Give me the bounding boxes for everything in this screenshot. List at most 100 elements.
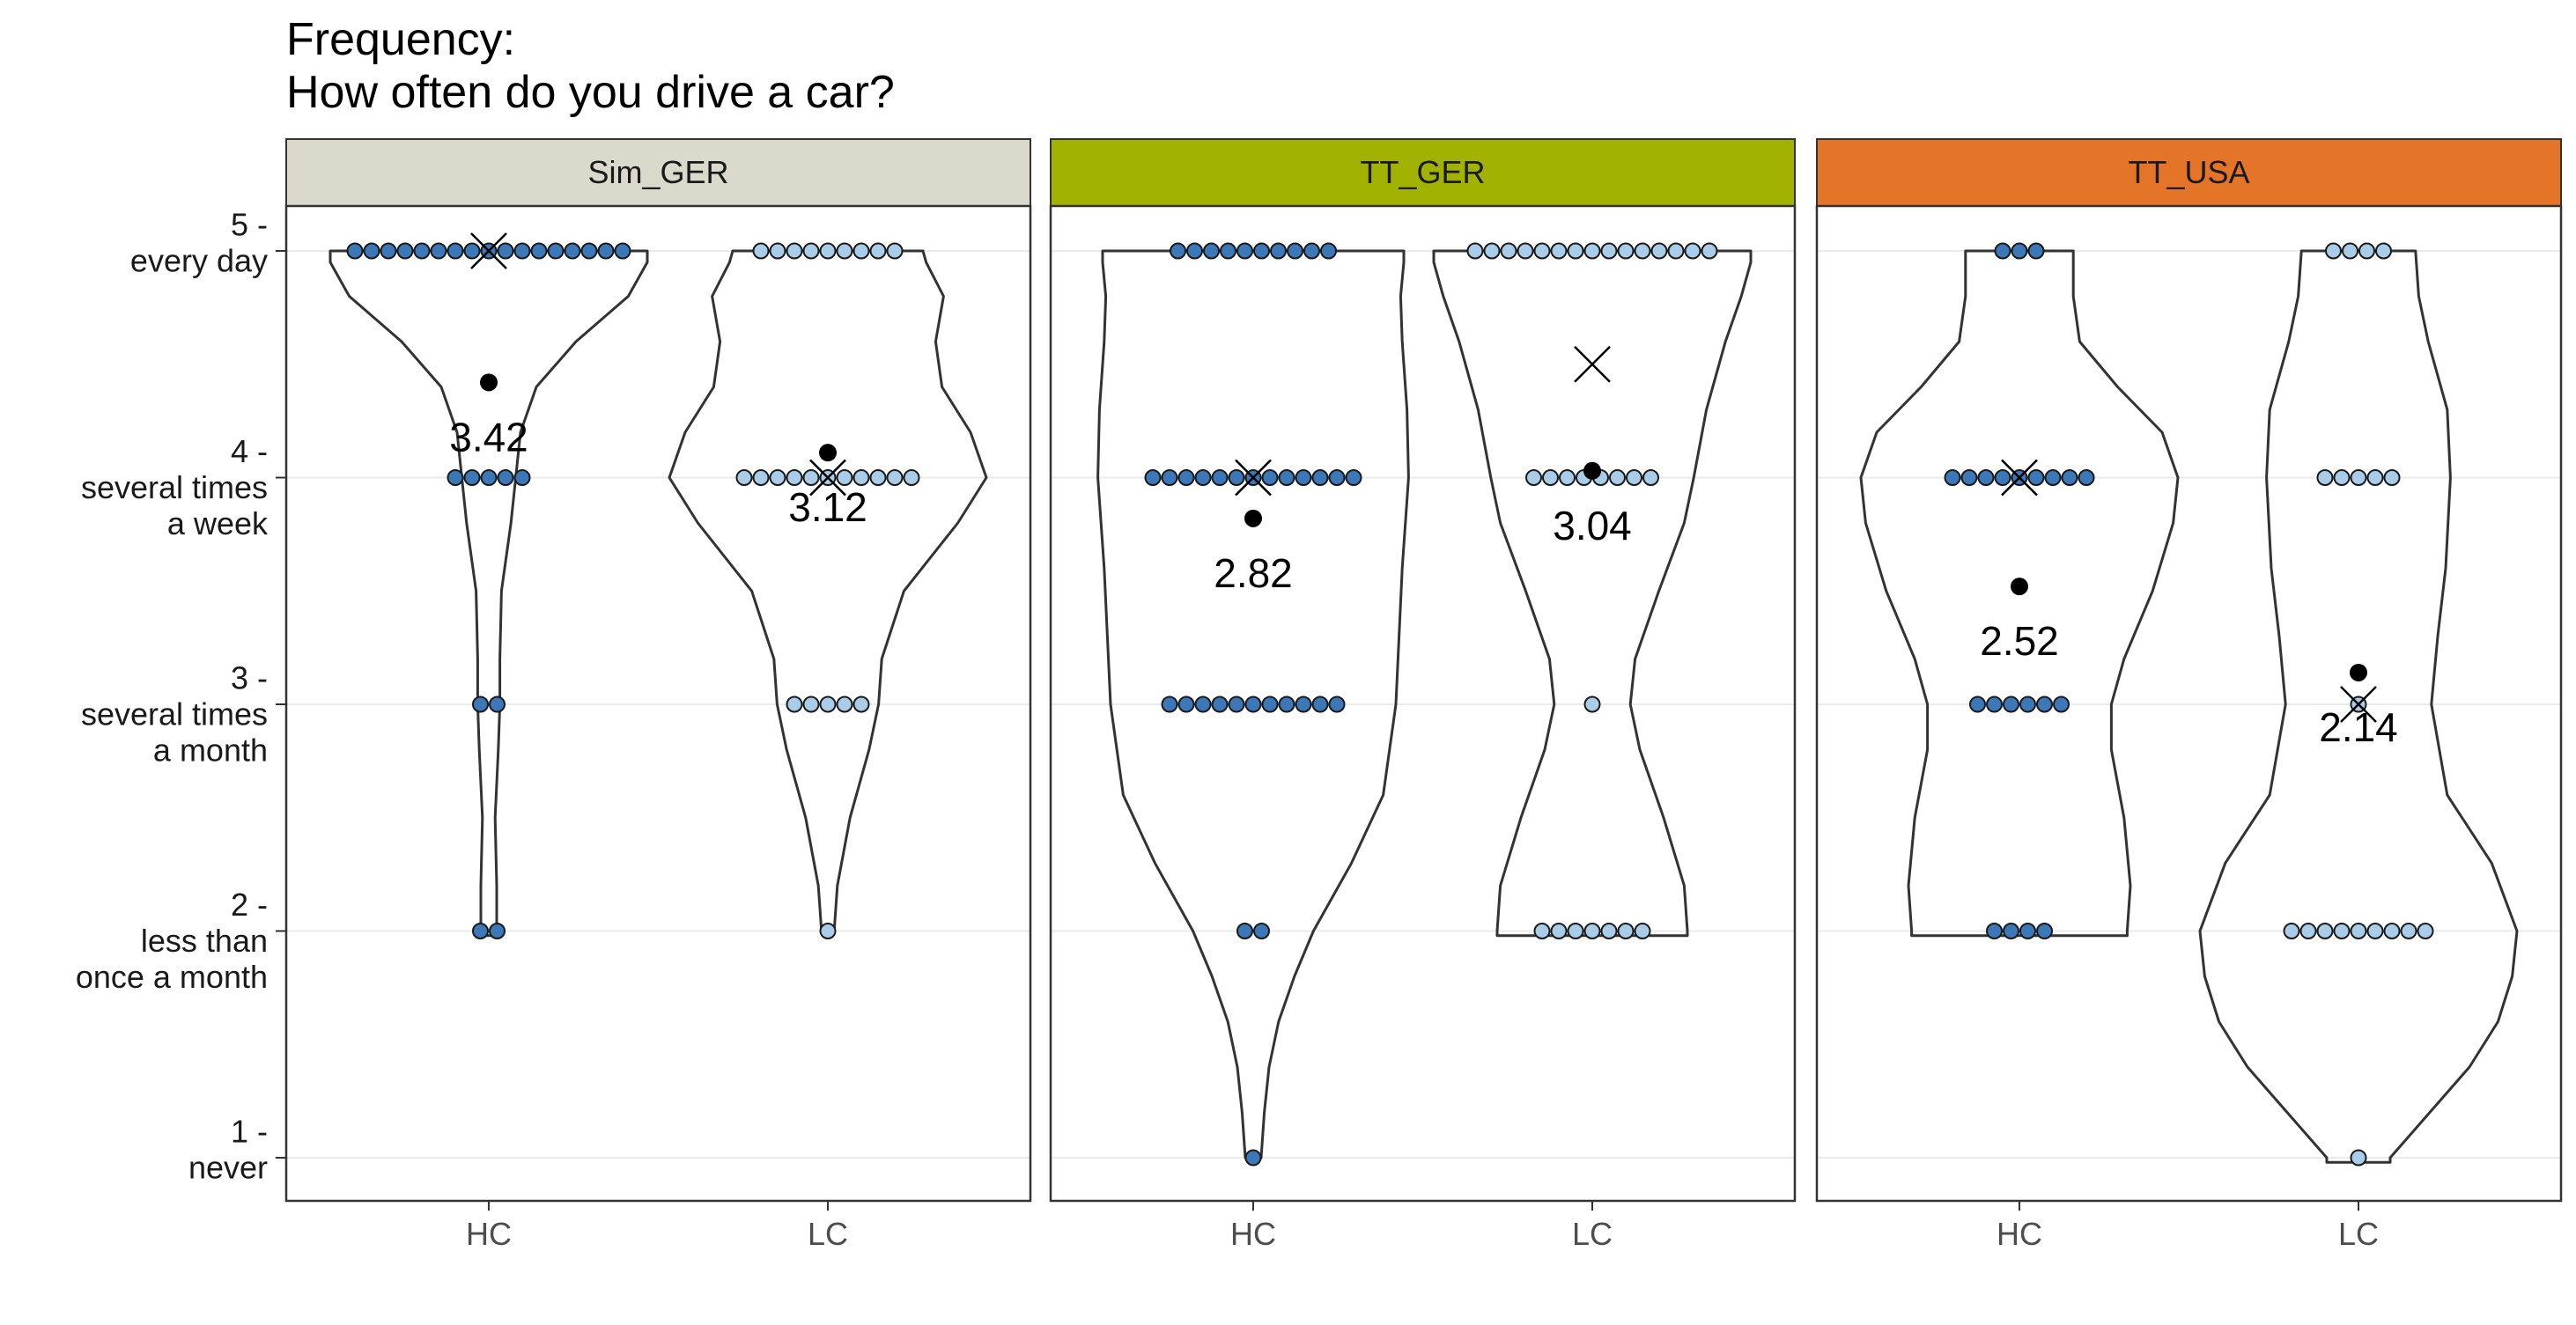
data-dot [853, 242, 870, 260]
data-dot [1311, 696, 1329, 713]
data-dot [1600, 923, 1618, 939]
data-dot [1228, 696, 1245, 713]
y-tick-label: a month [153, 732, 268, 769]
facet-panel-TT_GER: TT_GER 2.82 HC 3.04 LC [1049, 138, 1797, 1252]
data-dot [1533, 923, 1551, 939]
data-dot [1626, 469, 1642, 486]
data-dot [1559, 469, 1576, 486]
data-dot [1617, 242, 1635, 260]
data-dot [1328, 469, 1346, 486]
data-dot [1303, 242, 1320, 260]
data-dot [480, 469, 498, 486]
data-dot [2333, 469, 2351, 486]
data-dot [472, 696, 489, 713]
data-dot [463, 469, 481, 486]
data-dot [1701, 242, 1718, 260]
chart-title-line-2: How often do you drive a car? [286, 67, 895, 118]
data-dot [1144, 469, 1162, 486]
facet-strip [285, 138, 1031, 207]
data-dot [2383, 923, 2401, 939]
mean-value-label: 2.52 [1980, 618, 2059, 664]
facet-panel-TT_USA: TT_USA 2.52 HC 2.14 LC [1815, 138, 2563, 1252]
data-dot [1228, 469, 1245, 486]
data-dot [886, 242, 904, 260]
data-dot [1517, 242, 1534, 260]
data-dot [836, 469, 853, 486]
data-dot [497, 242, 514, 260]
data-dot [472, 923, 489, 939]
data-dot [547, 242, 565, 260]
data-dot [489, 696, 506, 713]
data-dot [769, 469, 786, 486]
data-dot [2358, 242, 2375, 260]
data-dot [1533, 242, 1551, 260]
data-dot [1177, 469, 1195, 486]
x-tick-label: LC [1572, 1216, 1613, 1252]
data-dot [513, 242, 531, 260]
data-dot [530, 242, 548, 260]
data-dot [2027, 469, 2045, 486]
data-dot [802, 469, 820, 486]
data-dot [1525, 469, 1542, 486]
data-dot [1287, 242, 1303, 260]
violin-LC [2198, 249, 2519, 1164]
data-dot [1994, 469, 2011, 486]
data-dot [2325, 242, 2342, 260]
data-dot [1567, 242, 1584, 260]
data-dot [1960, 469, 1978, 486]
data-dot [597, 242, 615, 260]
data-dot [2299, 923, 2317, 939]
facet-strip [1816, 138, 2562, 207]
data-dot [1617, 923, 1635, 939]
data-dot [580, 242, 598, 260]
x-tick-label: HC [1230, 1216, 1276, 1252]
y-tick-label: 3 - [231, 660, 268, 696]
data-dot [819, 242, 837, 260]
data-dot [1244, 696, 1262, 713]
mean-point [1244, 509, 1262, 527]
data-dot [802, 242, 820, 260]
data-dot [1583, 923, 1601, 939]
data-dot [2036, 696, 2053, 713]
data-dot [869, 469, 887, 486]
data-dot [1328, 696, 1346, 713]
data-dot [903, 469, 920, 486]
data-dot [802, 696, 820, 713]
data-dot [853, 469, 870, 486]
data-dot [2350, 923, 2367, 939]
data-dot [819, 923, 837, 939]
data-dot [2036, 923, 2053, 939]
data-dot [363, 242, 380, 260]
data-dot [1642, 469, 1659, 486]
data-dot [497, 469, 514, 486]
y-tick-label: 5 - [231, 207, 268, 243]
data-dot [346, 242, 364, 260]
y-tick-label: 1 - [231, 1114, 268, 1150]
data-dot [2011, 242, 2028, 260]
data-dot [1944, 469, 1961, 486]
data-dot [1194, 469, 1212, 486]
data-dot [1236, 242, 1253, 260]
data-dot [1969, 696, 1986, 713]
median-marker [809, 459, 846, 497]
data-dot [886, 469, 904, 486]
data-dot [2078, 469, 2095, 486]
data-dot [1994, 242, 2011, 260]
data-dot [1583, 242, 1601, 260]
data-dot [447, 242, 464, 260]
mean-point [480, 373, 498, 392]
data-dot [1550, 242, 1568, 260]
data-dot [752, 242, 770, 260]
data-dot [2019, 696, 2036, 713]
data-dot [2053, 696, 2070, 713]
median-marker [1574, 345, 1611, 383]
data-dot [1600, 242, 1618, 260]
data-dot [2316, 923, 2334, 939]
mean-point [2350, 663, 2367, 681]
data-dot [1466, 242, 1484, 260]
data-dot [1261, 696, 1279, 713]
data-dot [564, 242, 581, 260]
data-dot [2027, 242, 2045, 260]
